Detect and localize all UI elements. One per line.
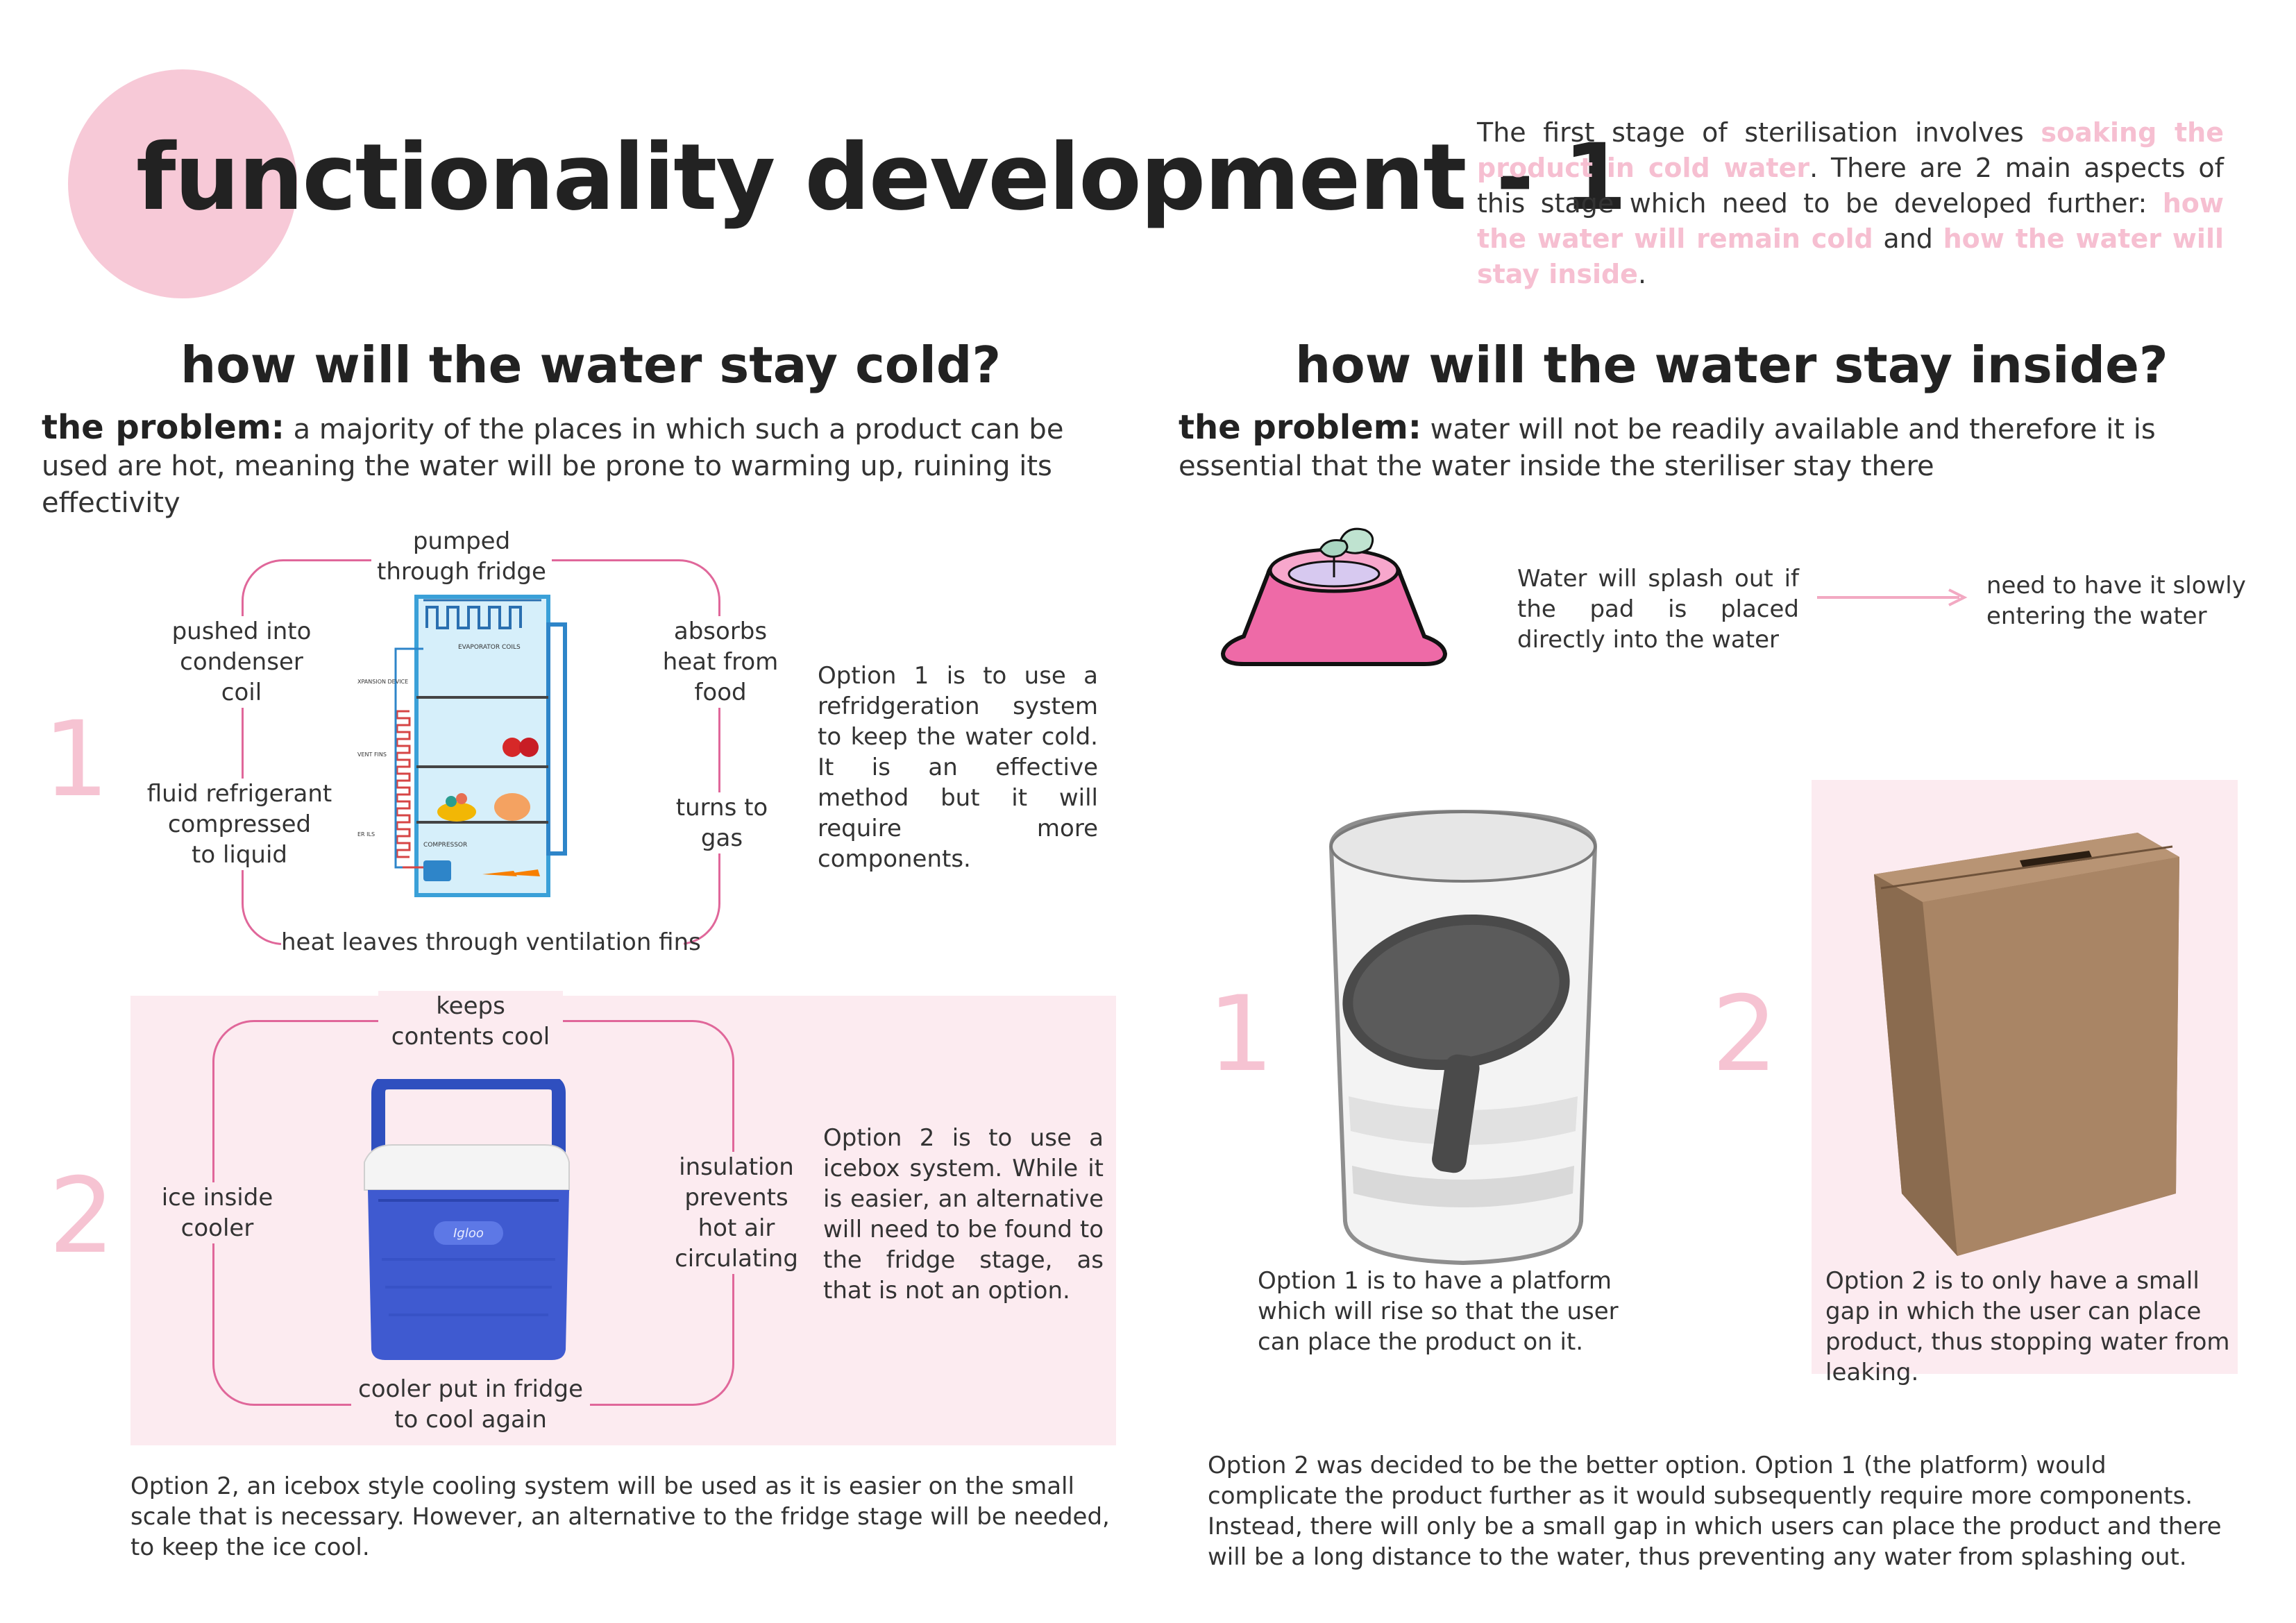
cold-option1-number: 1 bbox=[43, 699, 110, 820]
inside-option2-caption: Option 2 is to only have a small gap in … bbox=[1825, 1267, 2230, 1386]
intro-highlight: how the water will stay inside bbox=[1477, 223, 2224, 289]
inside-problem-label: the problem: bbox=[1179, 408, 1421, 447]
fridge-vent-label: VENT FINS bbox=[357, 751, 387, 758]
fridge-compressor-label: COMPRESSOR bbox=[423, 842, 467, 849]
arrow-right-icon bbox=[1817, 588, 1968, 606]
inside-option1-number: 1 bbox=[1208, 974, 1274, 1095]
intro-text: The first stage of sterilisation involve… bbox=[1477, 117, 2041, 148]
inside-problem: the problem: water will not be readily a… bbox=[1179, 409, 2261, 485]
fridge-label-bottom: heat leaves through ventilation fins bbox=[281, 927, 701, 958]
inside-conclusion: Option 2 was decided to be the better op… bbox=[1208, 1452, 2222, 1571]
intro-paragraph: The first stage of sterilisation involve… bbox=[1477, 115, 2224, 292]
fridge-coils-label: ER ILS bbox=[357, 831, 375, 838]
intro-text: and bbox=[1873, 223, 1943, 254]
inside-heading: how will the water stay inside? bbox=[1295, 336, 2168, 394]
intro-highlight: how the water will remain cold bbox=[1477, 188, 2224, 254]
cold-heading: how will the water stay cold? bbox=[180, 336, 1002, 394]
fridge-label-top: pumped through fridge bbox=[371, 526, 552, 587]
intro-text: . There are 2 main aspects of this stage… bbox=[1477, 153, 2224, 219]
cold-conclusion: Option 2, an icebox style cooling system… bbox=[130, 1472, 1110, 1561]
inside-problem-text: water will not be readily available and … bbox=[1179, 414, 2156, 482]
icebox-label-top: keeps contents cool bbox=[378, 991, 563, 1052]
fridge-diagram: EVAPORATOR COILS COMPRESSOR XPANSION DEV… bbox=[357, 595, 567, 897]
title-circle-decoration bbox=[68, 69, 297, 298]
fridge-label-right-bottom: turns to gas bbox=[645, 792, 798, 853]
page-title: functionality development - 1 bbox=[136, 124, 1627, 231]
icebox-label-left: ice inside cooler bbox=[151, 1182, 283, 1243]
icebox-label-right: insulation prevents hot air circulating bbox=[670, 1152, 802, 1274]
cold-option1-description: Option 1 is to use a refridgeration syst… bbox=[818, 662, 1098, 873]
cooler-brand-badge bbox=[434, 1221, 503, 1245]
cold-problem-text: a majority of the places in which such a… bbox=[42, 414, 1064, 519]
fridge-expansion-label: XPANSION DEVICE bbox=[357, 679, 408, 685]
inside-option2-number: 2 bbox=[1712, 974, 1778, 1095]
cold-problem: the problem: a majority of the places in… bbox=[42, 409, 1124, 522]
intro-text: . bbox=[1637, 259, 1647, 289]
cooler-brand-text: Igloo bbox=[453, 1226, 484, 1241]
cooler-illustration: Igloo bbox=[364, 1079, 570, 1360]
fridge-label-right-top: absorbs heat from food bbox=[637, 616, 804, 708]
intro-highlight: soaking the product in cold water bbox=[1477, 117, 2224, 183]
cardboard-box-photo bbox=[1874, 833, 2179, 1256]
fridge-evaporator-label: EVAPORATOR COILS bbox=[458, 644, 521, 651]
cold-problem-label: the problem: bbox=[42, 408, 285, 447]
icebox-label-bottom: cooler put in fridge to cool again bbox=[351, 1374, 590, 1435]
splash-note: Water will splash out if the pad is plac… bbox=[1517, 565, 1799, 654]
glass-platform-photo bbox=[1328, 809, 1598, 1266]
cold-option2-panel bbox=[130, 996, 1116, 1445]
need-note: need to have it slowly entering the wate… bbox=[1986, 572, 2246, 630]
cold-option2-number: 2 bbox=[49, 1156, 115, 1277]
bowl-illustration bbox=[1220, 527, 1448, 666]
fridge-label-left-bottom: fluid refrigerant compressed to liquid bbox=[139, 779, 340, 870]
cold-option2-description: Option 2 is to use a icebox system. Whil… bbox=[823, 1124, 1104, 1305]
inside-option1-caption: Option 1 is to have a platform which wil… bbox=[1258, 1267, 1619, 1356]
fridge-label-left-top: pushed into condenser coil bbox=[151, 616, 332, 708]
